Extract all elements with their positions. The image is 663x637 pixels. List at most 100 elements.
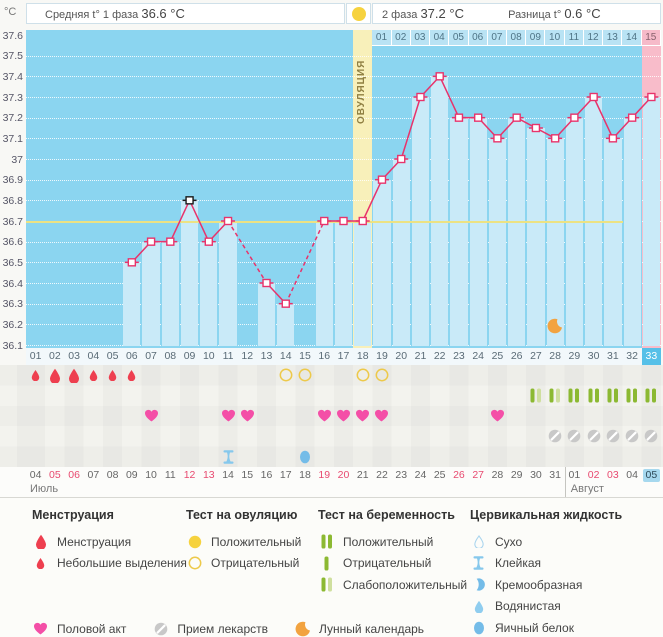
date-cell: 02: [587, 469, 600, 481]
day-number-cell[interactable]: 20: [395, 350, 408, 362]
day-number-cell[interactable]: 29: [568, 350, 581, 362]
temp-point[interactable]: [644, 92, 659, 102]
temp-bar: [508, 117, 526, 346]
temp-point[interactable]: [567, 113, 582, 122]
temp-point[interactable]: [394, 154, 409, 164]
legend-group: Цервикальная жидкость Сухо Клейкая Кремообр…: [470, 508, 622, 637]
day-number-cell[interactable]: 15: [299, 350, 311, 362]
temp-point[interactable]: [548, 134, 563, 143]
temp-point[interactable]: [259, 278, 274, 288]
day-number-cell[interactable]: 31: [607, 350, 619, 362]
temp-point[interactable]: [221, 216, 236, 226]
date-cell: 03: [607, 469, 619, 481]
dpo-cell: 06: [468, 30, 488, 46]
date-cell: 15: [241, 469, 254, 481]
day-number-cell[interactable]: 23: [453, 350, 465, 362]
day-number-cell[interactable]: 28: [549, 350, 561, 362]
day-number-cell[interactable]: 26: [510, 350, 523, 362]
date-cell: 23: [395, 469, 408, 481]
phase2-label: 2 фаза: [382, 9, 418, 21]
legend-item-label: Менструация: [57, 534, 132, 549]
day-number-cell[interactable]: 10: [202, 350, 215, 362]
day-number-cell[interactable]: 01: [29, 350, 42, 362]
day-number-cell[interactable]: 19: [376, 350, 388, 362]
day-number-cell[interactable]: 24: [472, 350, 485, 362]
temp-point[interactable]: [336, 216, 351, 226]
temp-point[interactable]: [413, 92, 428, 102]
y-tick-label: 36.9: [2, 174, 23, 187]
date-cell: 22: [376, 469, 388, 481]
day-number-cell[interactable]: 25: [491, 350, 504, 362]
intercourse-heart-icon: [335, 406, 353, 426]
temp-point[interactable]: [586, 92, 601, 102]
menstruation-drop-icon: [104, 365, 122, 385]
peak-temp-point[interactable]: [182, 196, 197, 205]
day-number-cell[interactable]: 03: [68, 350, 80, 362]
temp-point[interactable]: [374, 175, 389, 184]
date-cell: 28: [491, 469, 504, 481]
temp-point[interactable]: [124, 258, 139, 267]
temp-point[interactable]: [432, 72, 447, 81]
day-number-cell[interactable]: 18: [356, 350, 369, 362]
day-number-cell[interactable]: 17: [337, 350, 350, 362]
date-cell: 30: [530, 469, 542, 481]
day-number-cell[interactable]: 13: [260, 350, 273, 362]
day-number-cell[interactable]: 33: [641, 348, 661, 365]
day-number-cell[interactable]: 08: [164, 350, 177, 362]
day-number-cell[interactable]: 14: [279, 350, 292, 362]
date-cell: 25: [433, 469, 446, 481]
temp-point[interactable]: [163, 237, 178, 246]
y-tick-label: 36.2: [2, 318, 23, 331]
temp-point[interactable]: [625, 113, 640, 122]
medication-pill-icon: [623, 426, 641, 446]
cycle-day-row: 01 02 03 04 05 06 07 08 09 10 11 12 13 14 15 16 17 18 19 20…: [26, 348, 661, 365]
day-number-cell[interactable]: 30: [587, 350, 600, 362]
day-number-cell[interactable]: 27: [530, 350, 542, 362]
temp-point[interactable]: [201, 237, 216, 246]
day-number-cell[interactable]: 02: [49, 350, 61, 362]
temp-bar: [604, 138, 622, 346]
temp-line-segment: [285, 220, 325, 304]
temp-point[interactable]: [355, 216, 370, 226]
temp-point[interactable]: [509, 113, 524, 122]
y-tick-label: 37.4: [2, 70, 23, 83]
temp-bar: [315, 221, 333, 346]
temp-point[interactable]: [490, 134, 505, 143]
day-number-cell[interactable]: 07: [145, 350, 157, 362]
day-number-cell[interactable]: 21: [414, 350, 427, 362]
date-cell: 04: [29, 469, 42, 481]
legend-item: Положительный: [186, 531, 301, 553]
day-number-cell[interactable]: 22: [433, 350, 446, 362]
legend-item: Отрицательный: [318, 553, 467, 575]
legend-item: Слабоположительный: [318, 574, 467, 596]
menstruation-drop-icon: [123, 365, 141, 385]
date-cell: 14: [222, 469, 234, 481]
day-number-cell[interactable]: 06: [125, 350, 138, 362]
temp-point[interactable]: [605, 134, 620, 143]
day-number-cell[interactable]: 09: [183, 350, 196, 362]
y-tick-label: 37.3: [2, 91, 23, 104]
legend-item: Отрицательный: [186, 553, 301, 575]
intercourse-heart-icon: [238, 406, 256, 426]
day-number-cell[interactable]: 05: [106, 350, 119, 362]
y-tick-label: 37.6: [2, 29, 23, 42]
temp-point[interactable]: [471, 113, 486, 122]
diff-label: Разница t°: [508, 9, 562, 21]
temp-point[interactable]: [317, 216, 332, 226]
legend-item: Прием лекарств: [152, 620, 268, 637]
temp-point[interactable]: [278, 299, 293, 308]
day-number-cell[interactable]: 16: [318, 350, 331, 362]
day-number-cell[interactable]: 04: [87, 350, 100, 362]
day-number-cell[interactable]: 32: [626, 350, 638, 362]
legend-item-label: Отрицательный: [343, 556, 432, 571]
temp-point[interactable]: [451, 113, 466, 122]
date-cell: 07: [87, 469, 100, 481]
legend-item-label: Водянистая: [495, 599, 561, 614]
temp-point[interactable]: [528, 123, 543, 133]
temp-point[interactable]: [144, 237, 159, 246]
date-cell: 29: [510, 469, 523, 481]
legend-bottom-row: Половой акт Прием лекарств Лунный календар…: [32, 620, 424, 637]
day-number-cell[interactable]: 12: [241, 350, 254, 362]
moon-icon: [294, 621, 311, 637]
day-number-cell[interactable]: 11: [222, 350, 234, 362]
